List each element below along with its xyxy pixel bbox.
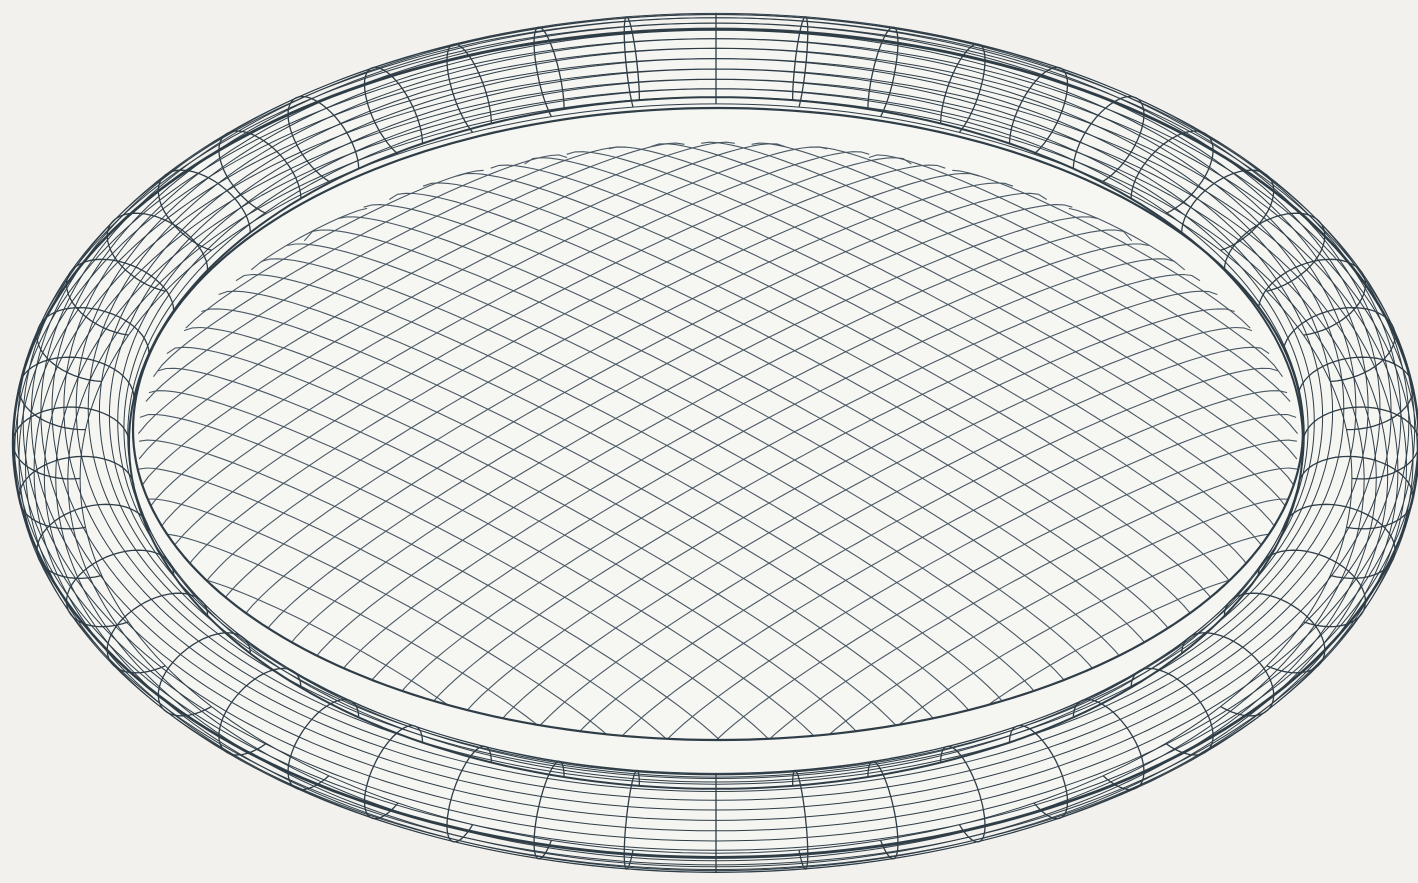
- torus-parallel-line: [117, 68, 1315, 775]
- torus-parallel-line: [30, 12, 1402, 821]
- torus-meridian-line: [106, 212, 209, 292]
- dome-grid-line: [751, 142, 1299, 434]
- dome-grid-line: [148, 390, 828, 740]
- dome-grid-line: [566, 151, 1279, 532]
- dome-grid-line: [952, 169, 1251, 329]
- dome-grid-line: [145, 498, 627, 740]
- torus-meridian-line: [1302, 406, 1418, 480]
- torus-meridian-line: [1257, 258, 1367, 336]
- dome-grid-line: [608, 146, 1288, 509]
- torus-parallel-line: [51, 17, 1381, 801]
- torus-parallel-line: [16, 17, 1416, 842]
- dome-grid-line: [139, 439, 736, 740]
- torus-outer-outline: [11, 27, 1418, 859]
- dome-grid-line: [183, 326, 946, 735]
- dome-grid-line: [303, 229, 1124, 662]
- dome-grid-line: [810, 146, 1291, 402]
- dome-membrane: [131, 106, 1305, 742]
- dome-grid-line: [422, 182, 1218, 608]
- dome-grid-line: [218, 290, 1014, 716]
- torus-meridian-line: [1282, 306, 1396, 383]
- torus-parallel-line: [40, 14, 1392, 811]
- dome-grid-line: [701, 141, 1298, 460]
- torus-meridian-line: [1257, 549, 1367, 628]
- dome-rim: [131, 106, 1305, 742]
- torus-meridian-line: [1297, 455, 1414, 530]
- dome-grid-line: [363, 204, 1175, 638]
- torus-parallel-line: [55, 88, 1377, 868]
- torus-meridian-line: [36, 306, 150, 383]
- torus-meridian-line: [18, 455, 135, 530]
- dome-grid-line: [389, 192, 1201, 630]
- dome-grid-line: [185, 575, 485, 735]
- torus-parallel-line: [43, 78, 1389, 872]
- dome-grid-line: [235, 273, 1048, 711]
- dome-surface: [133, 108, 1303, 740]
- dome-grid-line: [868, 154, 1283, 378]
- torus-meridian-line: [1223, 212, 1326, 292]
- torus-parallel-line: [79, 103, 1353, 854]
- torus-meridian-line: [1297, 356, 1414, 431]
- dome-grid-line: [338, 216, 1150, 649]
- dome-grid-line: [157, 367, 870, 740]
- dome-grid-line: [166, 346, 912, 740]
- torus-meridian-line: [36, 503, 150, 580]
- torus-meridian-line: [65, 258, 175, 336]
- dome-grid-line: [456, 172, 1236, 589]
- torus-meridian-line: [1282, 503, 1396, 580]
- dome-grid-line: [261, 258, 1073, 692]
- dome-grid-line: [490, 164, 1253, 572]
- torus-parallel-line: [25, 58, 1407, 873]
- torus-meridian-line: [12, 406, 130, 480]
- torus-meridian-line: [18, 356, 135, 431]
- dome-lattice: [137, 141, 1299, 740]
- dome-grid-line: [250, 207, 368, 271]
- dome-grid-line: [1068, 207, 1186, 271]
- dome-grid-line: [153, 533, 568, 740]
- torus-inner-outline: [128, 96, 1304, 790]
- dome-grid-line: [287, 243, 1099, 676]
- dome-grid-line: [139, 413, 786, 740]
- torus-front-half: [11, 12, 1418, 874]
- torus-parallel-line: [127, 88, 1305, 783]
- dome-grid-line: [312, 229, 1133, 662]
- torus-meridian-line: [65, 549, 175, 628]
- dome-grid-line: [201, 308, 980, 724]
- dome-grid-line: [524, 157, 1270, 559]
- dome-grid-line: [650, 143, 1297, 489]
- torus-parallel-line: [123, 78, 1309, 778]
- torus-parallel-line: [63, 22, 1369, 792]
- dome-grid-line: [138, 467, 685, 740]
